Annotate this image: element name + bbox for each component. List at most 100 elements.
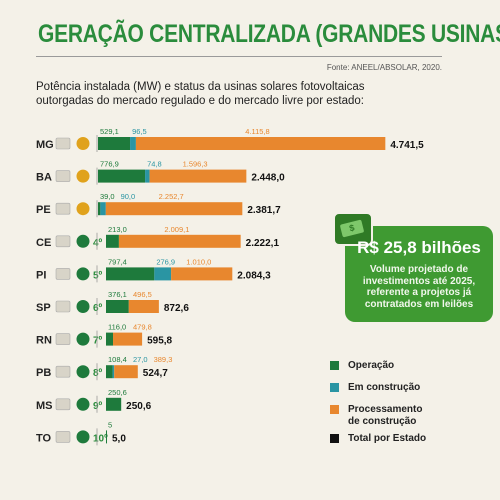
value-label-ba-construcao: 74,8 [147,160,162,169]
value-label-mg-construcao: 96,5 [132,127,147,136]
bar-sp-operacao [106,300,129,313]
legend-label-processamento-2: de construção [348,416,417,427]
bar-mg-construcao [130,137,136,150]
state-label-sp: SP [36,302,51,314]
bar-pe-operacao [98,202,101,216]
value-label-ce-operacao: 213,0 [108,225,127,234]
bar-ce-processamento [118,234,241,248]
state-label-pe: PE [36,204,51,216]
callout-description: Volume projetado de investimentos até 20… [353,264,485,310]
flag-ba-icon [55,170,71,182]
flag-pe-icon [55,202,71,215]
bar-mg-operacao [98,137,131,150]
rank-badge-pe-icon [76,202,90,216]
state-label-ms: MS [36,400,53,412]
state-label-ce: CE [36,237,51,249]
rank-label-pb: 8º [93,368,103,379]
total-label-sp: 872,6 [164,303,189,314]
legend-label-total: Total por Estado [348,433,427,444]
rank-badge-ce-icon [76,234,90,248]
value-label-pe-operacao: 39,0 [100,192,115,201]
bar-sp-processamento [128,300,159,313]
flag-sp-icon [55,300,71,313]
subtitle-line-1: Potência instalada (MW) e status da usin… [36,81,365,93]
total-label-ce: 2.222,1 [246,238,280,249]
value-label-pe-construcao: 90,0 [121,192,136,201]
flag-pb-icon [55,365,71,378]
state-label-mg: MG [36,139,54,151]
value-label-to-operacao: 5 [108,420,112,429]
bar-rn-operacao [106,332,114,346]
legend-swatch-construcao [330,383,339,392]
callout-line-2: investimentos até 2025, [362,275,476,287]
state-label-pi: PI [36,269,46,281]
value-label-mg-processamento: 4.115,8 [245,127,269,136]
callout-line-1: Volume projetado de [369,264,469,275]
total-label-pi: 2.084,3 [237,270,271,281]
total-label-ba: 2.448,0 [251,173,285,184]
legend-label-processamento-1: Processamento [348,404,423,415]
bar-ms-operacao [106,397,122,411]
total-label-to: 5,0 [112,433,126,444]
flag-mg-icon [55,137,71,150]
bar-to-operacao [106,430,107,444]
bar-mg-processamento [135,137,386,150]
state-label-rn: RN [36,335,52,347]
bar-pi-construcao [154,267,172,281]
legend-label-processamento: Processamento de construção [348,404,458,428]
bar-pb-operacao [106,365,113,379]
rank-badge-sp-icon [76,300,90,313]
source-note: Fonte: ANEEL/ABSOLAR, 2020. [326,63,442,72]
rank-label-ce: 4º [93,238,103,249]
rank-badge-pb-icon [76,365,90,379]
bar-rn-processamento [113,332,143,346]
total-label-ms: 250,6 [126,401,151,412]
state-label-pb: PB [36,367,51,379]
rank-label-ms: 9º [93,401,103,412]
rank-badge-rn-icon [76,332,90,346]
bar-ce-operacao [106,234,119,248]
value-label-sp-processamento: 496,5 [133,290,152,299]
legend-swatch-total [330,434,339,443]
subtitle-line-2: outorgadas do mercado regulado e do merc… [36,95,364,107]
callout-value: R$ 25,8 bilhões [357,238,481,257]
bar-pe-processamento [105,202,243,216]
value-label-pi-processamento: 1.010,0 [186,257,211,266]
rank-badge-mg-icon [76,137,90,150]
rank-label-to: 10º [93,433,108,444]
state-label-ba: BA [36,172,52,184]
total-label-mg: 4.741,5 [390,140,424,151]
bar-ba-processamento [149,169,247,183]
value-label-ba-operacao: 776,9 [100,160,119,169]
legend-swatch-operacao [330,361,339,370]
value-label-rn-operacao: 116,0 [108,323,126,332]
flag-rn-icon [55,333,71,345]
total-label-pe: 2.381,7 [247,205,281,216]
chart-subtitle: Potência instalada (MW) e status da usin… [36,80,446,108]
value-label-pi-operacao: 797,4 [108,257,127,266]
bar-ba-operacao [98,169,146,183]
value-label-ce-processamento: 2.009,1 [164,225,189,234]
bar-pb-construcao [112,365,115,379]
callout-line-4: contratados em leilões [364,298,474,310]
legend-label-construcao: Em construção [348,382,421,393]
title-divider [36,56,442,57]
rank-badge-to-icon [76,430,90,444]
value-label-pb-operacao: 108,4 [108,355,127,364]
total-label-rn: 595,8 [147,336,172,347]
legend-label-operacao: Operação [348,360,395,371]
value-label-pi-construcao: 276,9 [156,257,175,266]
flag-ms-icon [55,398,71,411]
money-icon: $ [333,212,373,246]
value-label-ba-processamento: 1.596,3 [183,160,208,169]
rank-badge-ba-icon [76,169,90,183]
rank-label-sp: 6º [93,303,103,314]
rank-label-pi: 5º [93,270,103,281]
page-title: GERAÇÃO CENTRALIZADA (GRANDES USINAS) [38,20,500,48]
rank-badge-pi-icon [76,267,90,281]
bar-pb-processamento [114,365,138,379]
value-label-sp-operacao: 376,1 [108,290,127,299]
value-label-rn-processamento: 479,8 [133,323,152,332]
flag-pi-icon [55,268,71,280]
